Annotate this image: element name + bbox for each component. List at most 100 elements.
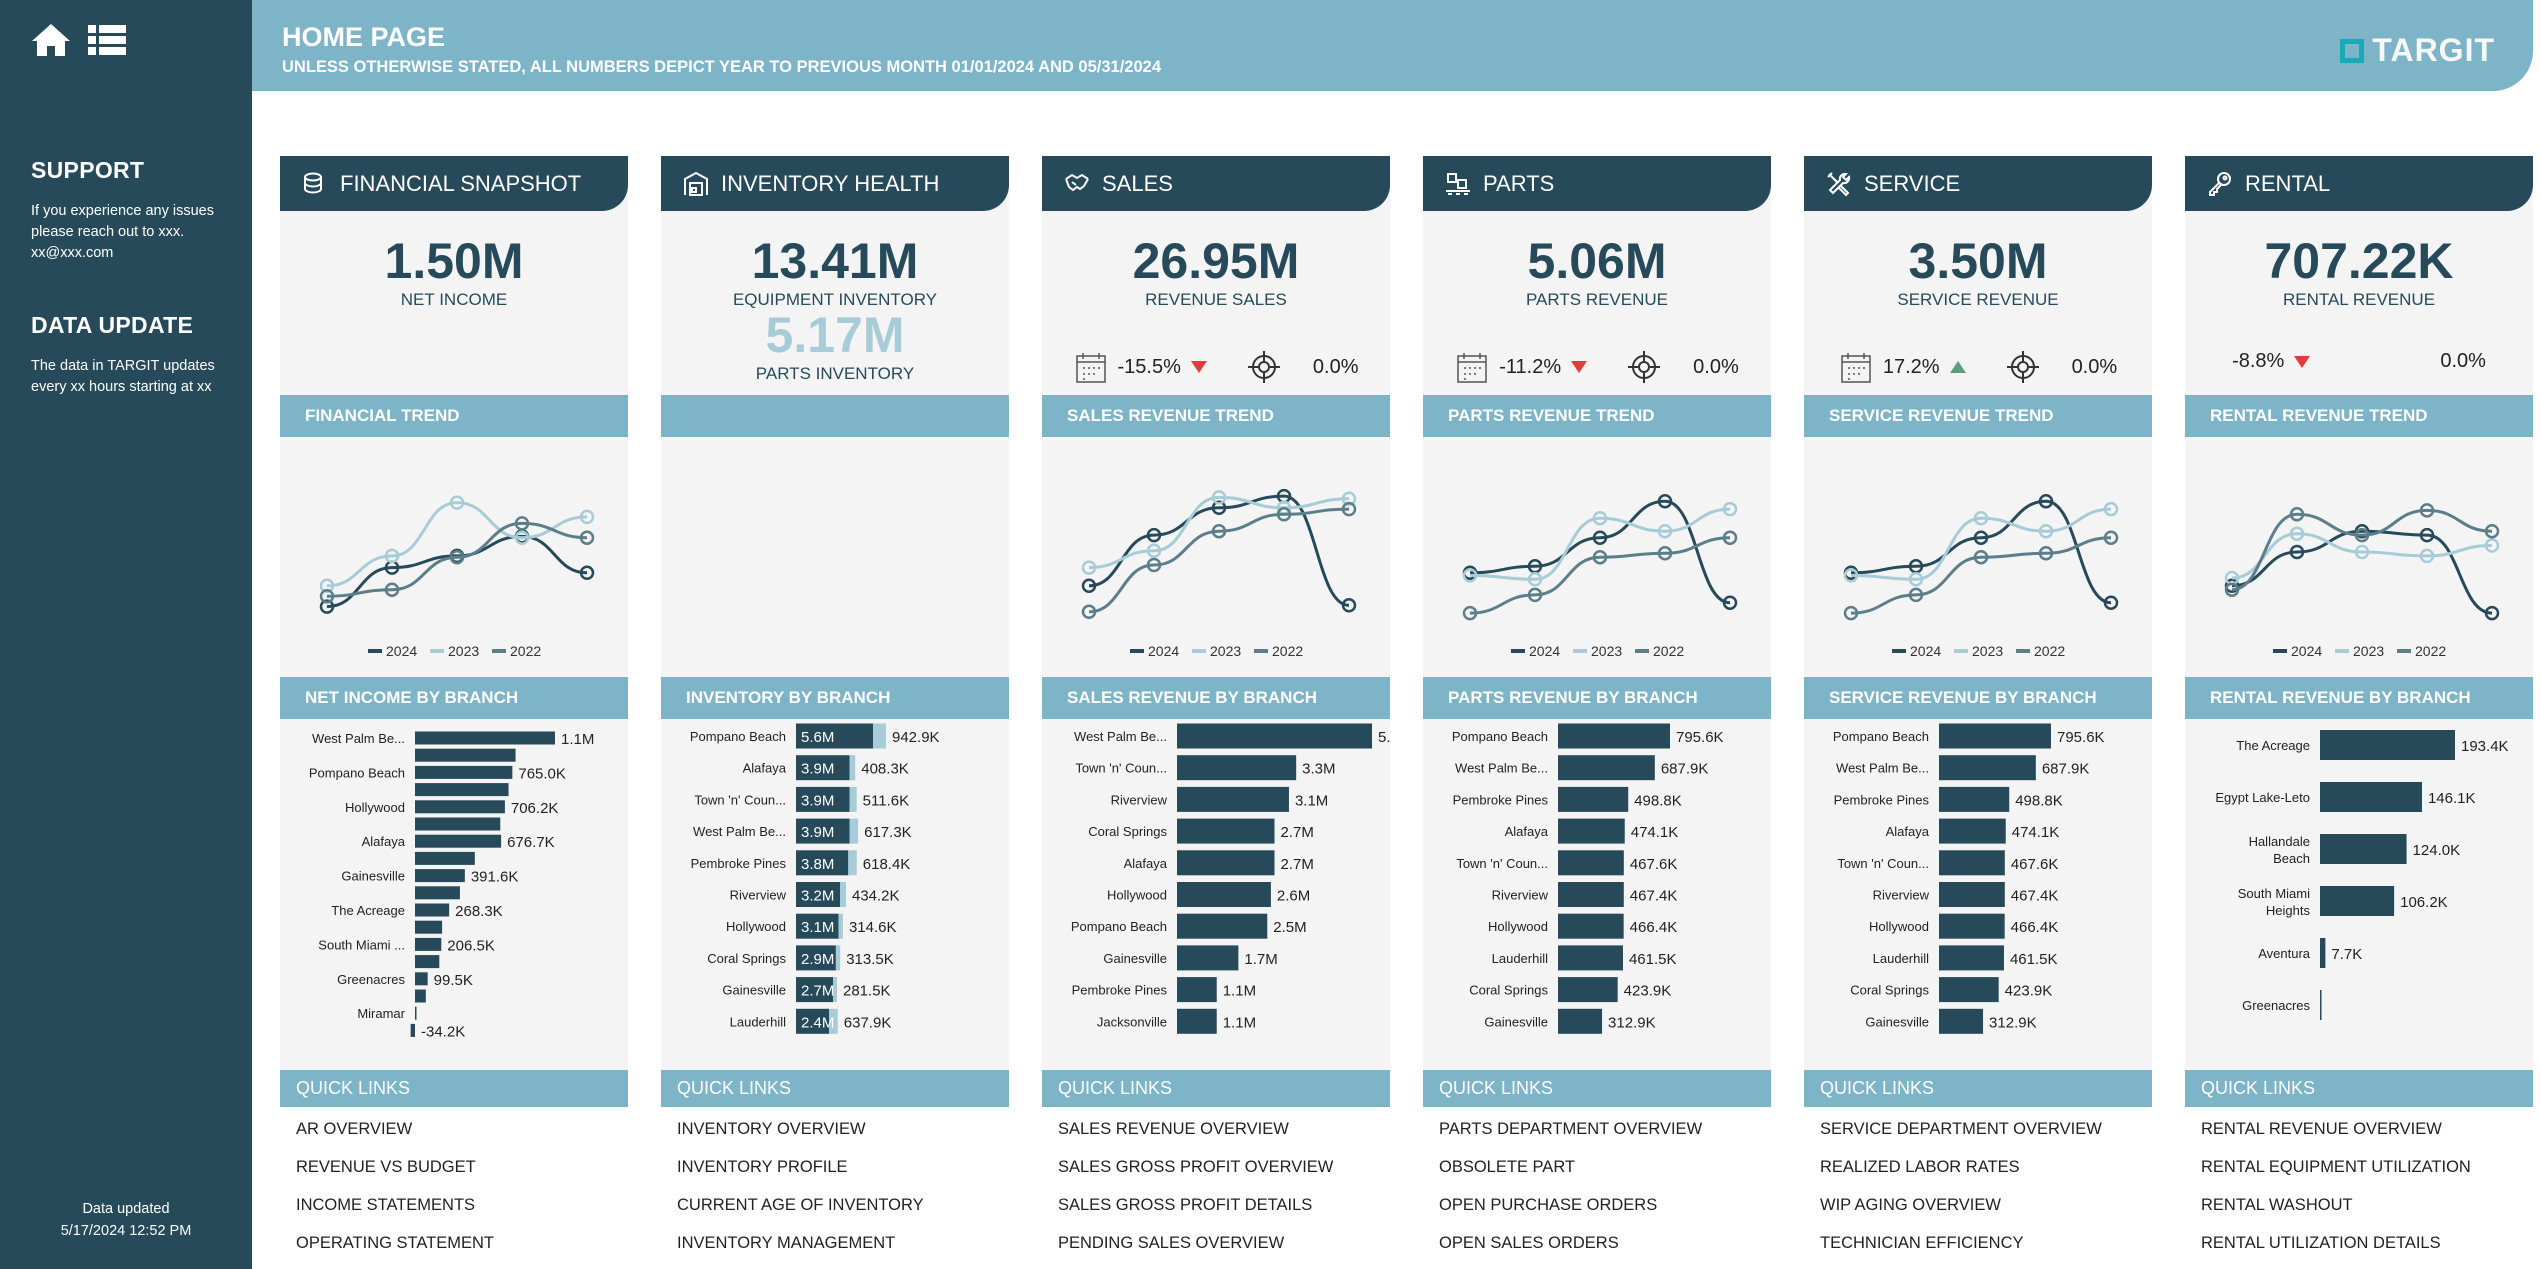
- quick-link[interactable]: INCOME STATEMENTS: [296, 1196, 476, 1214]
- data-point[interactable]: [1592, 549, 1608, 565]
- branch-bar[interactable]: [796, 1008, 830, 1034]
- quick-link[interactable]: AR OVERVIEW: [296, 1120, 413, 1138]
- card-header[interactable]: SERVICE: [1804, 156, 2152, 211]
- data-point[interactable]: [2103, 501, 2119, 517]
- branch-bar[interactable]: [2320, 834, 2407, 864]
- quick-link[interactable]: SERVICE DEPARTMENT OVERVIEW: [1820, 1120, 2102, 1138]
- branch-bar[interactable]: [1558, 850, 1624, 876]
- data-point[interactable]: [1657, 546, 1673, 561]
- branch-bar-secondary[interactable]: [829, 1008, 838, 1034]
- data-point[interactable]: [1211, 523, 1227, 539]
- branch-bar[interactable]: [1177, 977, 1217, 1003]
- branch-bar[interactable]: [1177, 882, 1271, 907]
- data-point[interactable]: [1657, 523, 1673, 539]
- card-header[interactable]: INVENTORY HEALTH: [661, 156, 1009, 211]
- quick-link[interactable]: PENDING SALES OVERVIEW: [1058, 1234, 1285, 1252]
- branch-bar[interactable]: [415, 886, 460, 900]
- branch-bar-secondary[interactable]: [873, 723, 886, 749]
- branch-bar[interactable]: [1177, 1008, 1217, 1034]
- data-point[interactable]: [1211, 490, 1227, 505]
- branch-bar[interactable]: [415, 937, 442, 951]
- data-point[interactable]: [1973, 510, 1989, 526]
- quick-link[interactable]: OPEN SALES ORDERS: [1439, 1234, 1619, 1252]
- branch-bar[interactable]: [796, 882, 841, 907]
- data-point[interactable]: [2289, 526, 2305, 542]
- data-point[interactable]: [1341, 491, 1357, 506]
- data-point[interactable]: [1843, 605, 1859, 621]
- data-point[interactable]: [1527, 587, 1543, 603]
- branch-bar-secondary[interactable]: [849, 755, 856, 781]
- data-point[interactable]: [2103, 530, 2119, 545]
- quick-link[interactable]: WIP AGING OVERVIEW: [1820, 1196, 2001, 1214]
- branch-bar[interactable]: [796, 786, 850, 812]
- branch-bar[interactable]: [1177, 723, 1372, 749]
- quick-link[interactable]: INVENTORY OVERVIEW: [677, 1120, 866, 1138]
- data-point[interactable]: [1908, 587, 1924, 603]
- branch-bar[interactable]: [415, 903, 450, 917]
- branch-bar[interactable]: [796, 977, 834, 1003]
- branch-bar[interactable]: [415, 1006, 417, 1020]
- data-point[interactable]: [384, 582, 400, 597]
- data-point[interactable]: [1211, 500, 1227, 516]
- branch-bar[interactable]: [1558, 977, 1618, 1003]
- branch-bar[interactable]: [2320, 990, 2322, 1020]
- quick-link[interactable]: OBSOLETE PART: [1439, 1158, 1576, 1176]
- data-point[interactable]: [1462, 605, 1478, 621]
- branch-bar[interactable]: [1558, 913, 1624, 939]
- data-point[interactable]: [2289, 544, 2305, 560]
- quick-link[interactable]: RENTAL UTILIZATION DETAILS: [2201, 1234, 2441, 1252]
- data-point[interactable]: [1081, 604, 1097, 620]
- data-point[interactable]: [2484, 605, 2500, 621]
- branch-bar[interactable]: [1558, 786, 1629, 812]
- branch-bar[interactable]: [415, 955, 440, 969]
- list-icon[interactable]: [86, 22, 128, 58]
- quick-link[interactable]: CURRENT AGE OF INVENTORY: [677, 1196, 924, 1214]
- data-point[interactable]: [2224, 582, 2240, 597]
- data-point[interactable]: [2038, 523, 2054, 539]
- branch-bar[interactable]: [415, 920, 443, 934]
- data-point[interactable]: [1146, 557, 1162, 573]
- branch-bar[interactable]: [1558, 945, 1623, 971]
- branch-bar[interactable]: [1177, 850, 1275, 876]
- branch-bar[interactable]: [2320, 782, 2422, 812]
- data-point[interactable]: [579, 530, 595, 545]
- data-point[interactable]: [1462, 568, 1478, 583]
- data-point[interactable]: [1592, 510, 1608, 526]
- data-point[interactable]: [2419, 503, 2435, 518]
- branch-bar[interactable]: [1939, 850, 2005, 876]
- quick-link[interactable]: OPERATING STATEMENT: [296, 1234, 495, 1252]
- card-header[interactable]: SALES: [1042, 156, 1390, 211]
- data-point[interactable]: [384, 548, 400, 564]
- quick-link[interactable]: RENTAL WASHOUT: [2201, 1196, 2353, 1214]
- branch-bar[interactable]: [1177, 818, 1275, 844]
- home-icon[interactable]: [30, 22, 72, 58]
- branch-bar[interactable]: [415, 800, 505, 814]
- data-point[interactable]: [319, 578, 335, 594]
- quick-link[interactable]: INVENTORY PROFILE: [677, 1158, 848, 1176]
- data-point[interactable]: [1722, 530, 1738, 545]
- branch-bar[interactable]: [415, 748, 516, 762]
- data-point[interactable]: [2354, 527, 2370, 543]
- data-point[interactable]: [1276, 507, 1292, 522]
- data-point[interactable]: [1973, 530, 1989, 545]
- quick-link[interactable]: OPEN PURCHASE ORDERS: [1439, 1196, 1658, 1214]
- branch-bar[interactable]: [796, 850, 849, 876]
- data-point[interactable]: [2289, 507, 2305, 522]
- data-point[interactable]: [1843, 568, 1859, 583]
- data-point[interactable]: [1722, 501, 1738, 517]
- quick-link[interactable]: INVENTORY MANAGEMENT: [677, 1234, 896, 1252]
- branch-bar[interactable]: [1939, 882, 2005, 907]
- data-point[interactable]: [1908, 572, 1924, 587]
- data-point[interactable]: [449, 549, 465, 565]
- quick-link[interactable]: RENTAL EQUIPMENT UTILIZATION: [2201, 1158, 2471, 1176]
- branch-bar[interactable]: [1939, 945, 2004, 971]
- data-point[interactable]: [2419, 548, 2435, 564]
- data-point[interactable]: [1657, 494, 1673, 509]
- data-point[interactable]: [1081, 560, 1097, 575]
- data-point[interactable]: [1341, 598, 1357, 613]
- card-header[interactable]: PARTS: [1423, 156, 1771, 211]
- branch-bar[interactable]: [1558, 1008, 1603, 1034]
- branch-bar-secondary[interactable]: [849, 786, 857, 812]
- data-point[interactable]: [2484, 538, 2500, 553]
- branch-bar[interactable]: [415, 869, 465, 883]
